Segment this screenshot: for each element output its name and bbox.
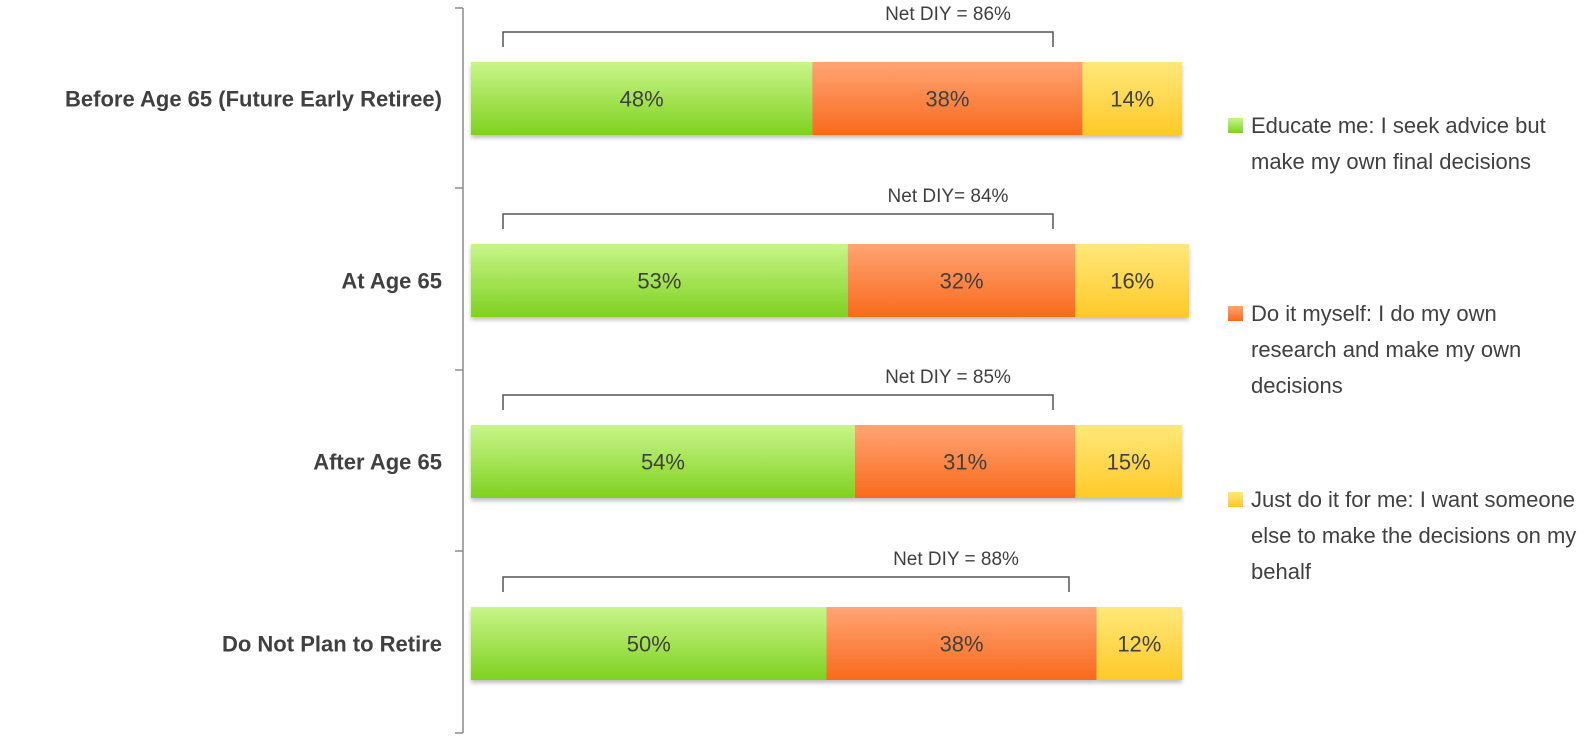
legend-swatch-justdo [1228, 492, 1243, 507]
bar-segment-educate [471, 62, 813, 135]
net-diy-label: Net DIY = 86% [885, 4, 1011, 25]
data-label-educate: 48% [620, 87, 664, 112]
legend-swatch-educate [1228, 118, 1243, 133]
data-label-diy: 31% [943, 450, 987, 475]
net-diy-bracket [502, 213, 1054, 229]
data-label-diy: 32% [940, 269, 984, 294]
bar-segment-educate [471, 244, 848, 317]
category-label: At Age 65 [341, 269, 442, 294]
bars [471, 62, 1190, 680]
bar-row [471, 62, 1182, 135]
bar-segment-justdo [1082, 62, 1182, 135]
bar-segment-justdo [1075, 244, 1190, 317]
category-labels: 48% 38% 14% Before Age 65 (Future Early Ret… [65, 87, 1161, 657]
category-label: Before Age 65 (Future Early Retiree) [65, 87, 442, 112]
data-label-justdo: 14% [1110, 87, 1154, 112]
legend-swatch-diy [1228, 306, 1243, 321]
bar-segment-diy [826, 607, 1097, 680]
legend-label-diy: Do it myself: I do my own research and m… [1251, 301, 1522, 398]
data-label-educate: 50% [627, 632, 671, 657]
data-label-diy: 38% [925, 87, 969, 112]
category-label: Do Not Plan to Retire [222, 632, 442, 657]
category-label: After Age 65 [313, 450, 442, 475]
net-diy-bracket [502, 576, 1070, 592]
data-label-justdo: 16% [1110, 269, 1154, 294]
bar-segment-diy [812, 62, 1083, 135]
bar-row [471, 244, 1190, 317]
net-diy-label: Net DIY = 85% [885, 367, 1011, 388]
bar-segment-justdo [1075, 425, 1182, 498]
bar-row [471, 425, 1182, 498]
bar-segment-justdo [1096, 607, 1182, 680]
data-label-justdo: 15% [1107, 450, 1151, 475]
bar-segment-educate [471, 425, 855, 498]
bar-segment-educate [471, 607, 827, 680]
bar-segment-diy [854, 425, 1076, 498]
legend-label-justdo: Just do it for me: I want someone else t… [1251, 487, 1577, 584]
net-diy-label: Net DIY = 88% [893, 549, 1019, 570]
net-diy-label: Net DIY= 84% [888, 186, 1009, 207]
net-diy-annotations: Net DIY = 86% Net DIY= 84% Net DIY = 85% Ne… [502, 4, 1070, 592]
data-label-educate: 54% [641, 450, 685, 475]
net-diy-bracket [502, 394, 1054, 410]
bar-segment-diy [847, 244, 1076, 317]
data-label-justdo: 12% [1117, 632, 1161, 657]
y-axis [455, 7, 464, 734]
legend-label-educate: Educate me: I seek advice but make my ow… [1251, 113, 1546, 174]
net-diy-bracket [502, 31, 1054, 47]
bar-row [471, 607, 1182, 680]
data-label-diy: 38% [940, 632, 984, 657]
data-label-educate: 53% [637, 269, 681, 294]
